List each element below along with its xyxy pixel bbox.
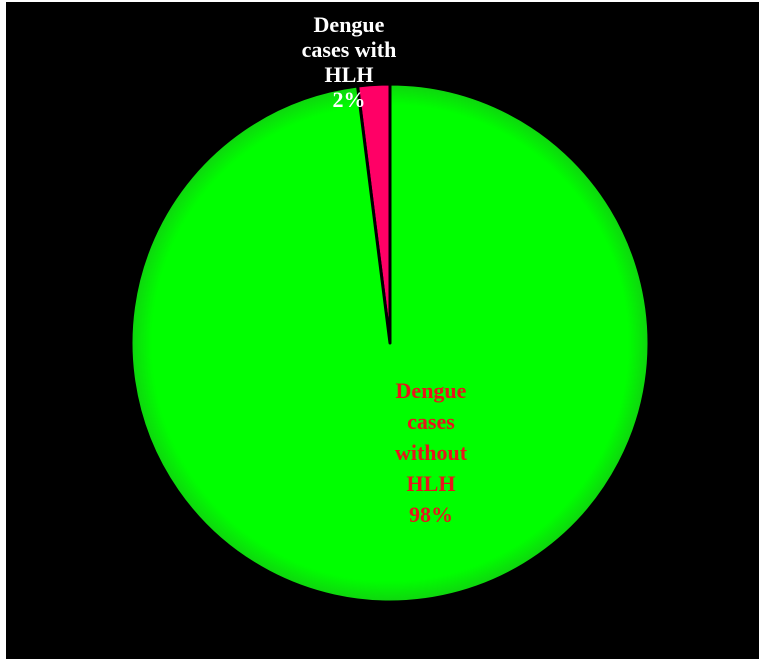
- pie-chart: Dengue cases with HLH 2%Dengue cases without H…: [129, 12, 651, 604]
- slice-label-line: 98%: [409, 502, 453, 527]
- slice-label-without-hlh: Dengue cases without HLH 98%: [395, 378, 468, 527]
- slice-label-line: HLH: [325, 62, 374, 87]
- slice-label-line: cases: [407, 409, 455, 434]
- slice-label-line: cases with: [302, 37, 397, 62]
- slice-label-line: HLH: [407, 471, 456, 496]
- slice-label-line: 2%: [333, 87, 366, 112]
- chart-area: Dengue cases with HLH 2% Dengue cases without H…: [6, 2, 759, 659]
- slice-label-with-hlh: Dengue cases with HLH 2%: [302, 12, 397, 112]
- slice-label-line: Dengue: [396, 378, 467, 403]
- pie-slice-without-hlh: [129, 82, 651, 604]
- slice-label-line: without: [395, 440, 468, 465]
- slice-label-line: Dengue: [314, 12, 385, 37]
